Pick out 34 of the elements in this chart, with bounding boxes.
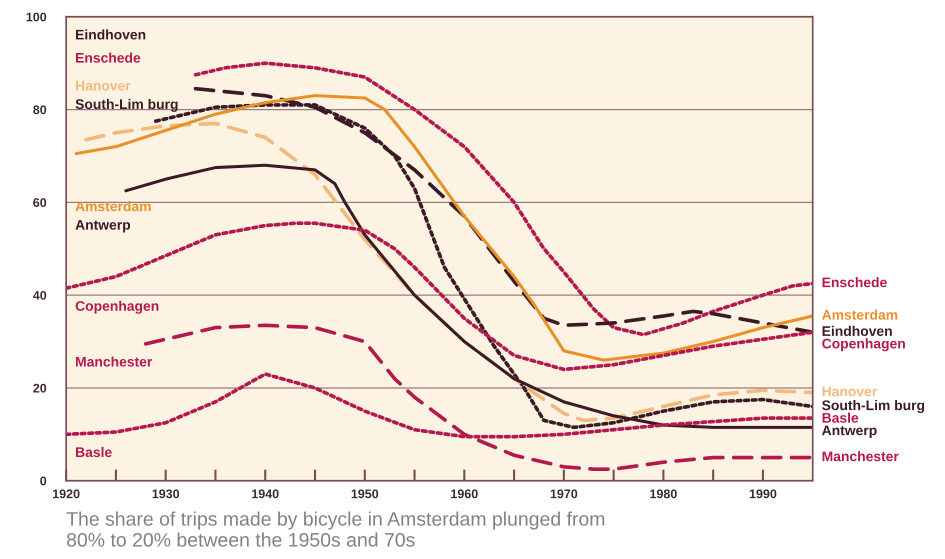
x-tick-label: 1980 <box>650 489 677 498</box>
y-tick-label: 80 <box>33 105 46 114</box>
x-tick-label: 1950 <box>352 489 378 498</box>
text: Amsterdam <box>75 201 151 212</box>
text: The share of trips made by bicycle in Amsterdam plunged from 80% to 20% between the 1950s and 70s <box>66 511 604 547</box>
series-label: Manchester <box>822 451 899 462</box>
series-label: Copenhagen <box>822 338 905 352</box>
text: Antwerp <box>75 220 130 233</box>
series-label: Antwerp <box>822 426 877 438</box>
y-tick-label: 100 <box>26 12 46 22</box>
x-tick-label: 1970 <box>550 489 578 498</box>
x-tick-label: 1960 <box>451 489 478 498</box>
series-label: Enschede <box>822 277 887 288</box>
x-tick-label: 1930 <box>152 489 180 498</box>
text: Manchester <box>76 356 152 367</box>
series-label: Basle <box>822 412 858 423</box>
y-tick-label: 60 <box>33 198 46 208</box>
y-tick-label: 0 <box>40 476 46 486</box>
series-label: Hanover <box>822 386 878 396</box>
series-label: South-Lim burg <box>76 98 178 112</box>
text: Enschede <box>76 52 140 63</box>
series-label: Eindhoven <box>822 326 892 336</box>
x-tick-label: 1940 <box>252 489 279 498</box>
x-tick-label: 1990 <box>750 489 776 498</box>
y-tick-label: 40 <box>32 290 46 300</box>
series-label: Amsterdam <box>822 310 898 320</box>
text: Hanover <box>76 80 130 91</box>
text: South-Lim burg <box>822 400 924 414</box>
x-tick-label: 1920 <box>53 489 80 498</box>
text: Eindhoven <box>76 29 146 40</box>
line-series <box>66 221 813 372</box>
text: Copenhagen <box>76 300 158 314</box>
text: Basle <box>76 446 112 458</box>
y-tick-label: 20 <box>33 384 46 393</box>
